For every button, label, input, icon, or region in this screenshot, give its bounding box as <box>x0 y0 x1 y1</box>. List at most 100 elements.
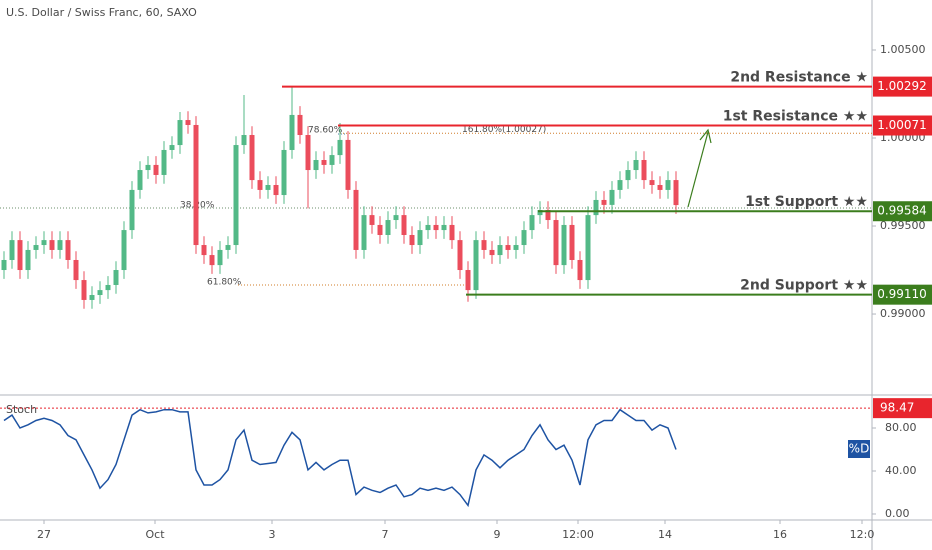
stoch-tick-label: 80.00 <box>885 421 917 434</box>
candle-body <box>281 149 287 196</box>
candle-body <box>1 259 7 271</box>
candle-body <box>33 245 39 250</box>
candle-body <box>177 120 183 146</box>
candle-body <box>257 180 263 190</box>
candle-body <box>657 185 663 190</box>
candle-body <box>545 209 551 221</box>
candle-body <box>513 245 519 250</box>
x-tick-label: 3 <box>269 528 276 541</box>
fib-label: 61.80% <box>207 277 242 287</box>
candle-body <box>121 230 127 271</box>
stoch-tag-label: 98.47 <box>880 401 914 415</box>
candle-body <box>97 290 103 296</box>
x-tick-label: Oct <box>145 528 165 541</box>
candle-body <box>633 160 639 171</box>
level-name: 1st Resistance ★★ <box>723 109 868 125</box>
legend-box <box>848 440 870 458</box>
candle-body <box>249 135 255 181</box>
stoch-tag <box>873 398 932 419</box>
candle-body <box>449 224 455 241</box>
candle-body <box>57 240 63 250</box>
candle-body <box>537 209 543 216</box>
x-tick-label: 14 <box>658 528 672 541</box>
candle-body <box>441 224 447 231</box>
candle-body <box>225 245 231 250</box>
candle-body <box>481 240 487 250</box>
candle-body <box>129 189 135 231</box>
candle-body <box>105 284 111 291</box>
x-tick-label: 7 <box>382 528 389 541</box>
candle-body <box>425 224 431 231</box>
candle-body <box>665 180 671 190</box>
candle-body <box>465 270 471 291</box>
candle-body <box>153 164 159 175</box>
candle-body <box>433 224 439 231</box>
candle-body <box>241 135 247 146</box>
candle-body <box>521 230 527 246</box>
candle-body <box>233 145 239 246</box>
candle-body <box>321 160 327 165</box>
x-tick-label: 12:0 <box>850 528 875 541</box>
y-tick-label: 0.99500 <box>880 219 926 232</box>
level-name: 1st Support ★★ <box>745 194 868 210</box>
candle-body <box>289 114 295 150</box>
candle-body <box>473 240 479 291</box>
candle-body <box>49 240 55 250</box>
projection-arrow <box>687 131 709 208</box>
candle-body <box>345 139 351 190</box>
candle-body <box>649 180 655 186</box>
candle-body <box>529 215 535 231</box>
candle-body <box>193 124 199 246</box>
candle-body <box>185 120 191 125</box>
candle-body <box>561 224 567 266</box>
candle-body <box>593 199 599 216</box>
candle-body <box>409 234 415 246</box>
price-tag <box>873 284 932 305</box>
x-tick-label: 12:00 <box>562 528 594 541</box>
candle-body <box>385 220 391 235</box>
candle-body <box>65 240 71 260</box>
price-tag-label: 0.99584 <box>877 204 927 218</box>
candle-body <box>377 224 383 235</box>
candle-body <box>505 245 511 250</box>
price-tag <box>873 115 932 136</box>
y-tick-label: 1.00500 <box>880 43 926 56</box>
candle-body <box>417 230 423 246</box>
candle-body <box>673 180 679 206</box>
candle-body <box>169 145 175 150</box>
fib-label: 78.60% <box>308 125 343 135</box>
stoch-line <box>3 408 677 508</box>
stoch-tick-label: 40.00 <box>885 464 917 477</box>
y-tick-label: 0.99000 <box>880 307 926 320</box>
stoch-name: Stoch <box>6 403 37 416</box>
candle-body <box>489 249 495 256</box>
candle-body <box>41 240 47 246</box>
legend-label: %D <box>849 442 870 456</box>
level-name: 2nd Resistance ★ <box>730 70 868 86</box>
candle-body <box>217 249 223 266</box>
candle-body <box>9 240 15 260</box>
chart-title: U.S. Dollar / Swiss Franc, 60, SAXO <box>6 6 197 19</box>
candle-body <box>81 280 87 300</box>
candle-body <box>369 215 375 225</box>
candle-body <box>201 245 207 256</box>
price-tag <box>873 76 932 97</box>
candle-body <box>641 160 647 181</box>
candle-body <box>393 215 399 221</box>
stoch-tick-label: 0.00 <box>885 507 910 520</box>
candle-body <box>553 220 559 266</box>
price-tag-label: 0.99110 <box>877 287 927 301</box>
candle-body <box>297 114 303 136</box>
candle-body <box>617 180 623 190</box>
candle-body <box>601 199 607 205</box>
candle-body <box>609 189 615 205</box>
candle-body <box>89 295 95 300</box>
level-name: 2nd Support ★★ <box>740 278 868 294</box>
candle-body <box>569 224 575 260</box>
candle-body <box>457 240 463 271</box>
candle-body <box>401 215 407 235</box>
candle-body <box>329 155 335 165</box>
candle-body <box>17 240 23 271</box>
